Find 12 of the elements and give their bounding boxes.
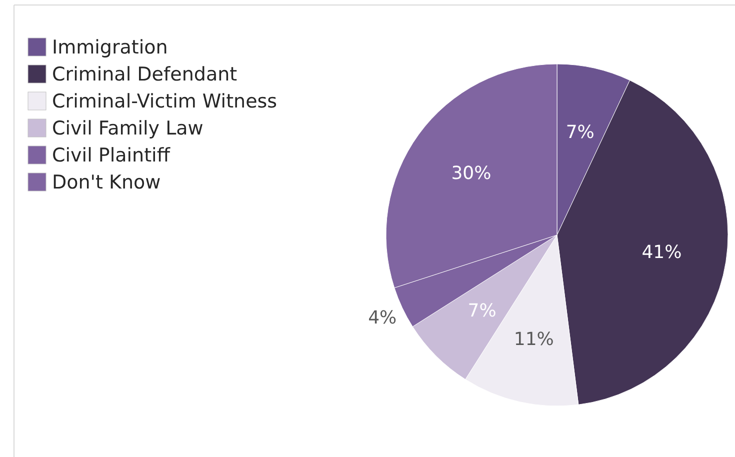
legend-label: Immigration: [52, 36, 168, 59]
data-label: 11%: [514, 328, 554, 350]
legend-label: Criminal Defendant: [52, 64, 238, 86]
data-label: 30%: [451, 162, 492, 184]
legend-label: Civil Family Law: [52, 118, 204, 140]
legend-label: Criminal-Victim Witness: [52, 90, 278, 113]
data-label: 41%: [642, 242, 682, 263]
data-label: 7%: [566, 122, 594, 143]
legend-label: Don't Know: [52, 172, 161, 194]
legend-label: Civil Plaintiff: [52, 144, 171, 167]
data-label: 7%: [468, 300, 496, 322]
data-label: 4%: [368, 307, 397, 328]
